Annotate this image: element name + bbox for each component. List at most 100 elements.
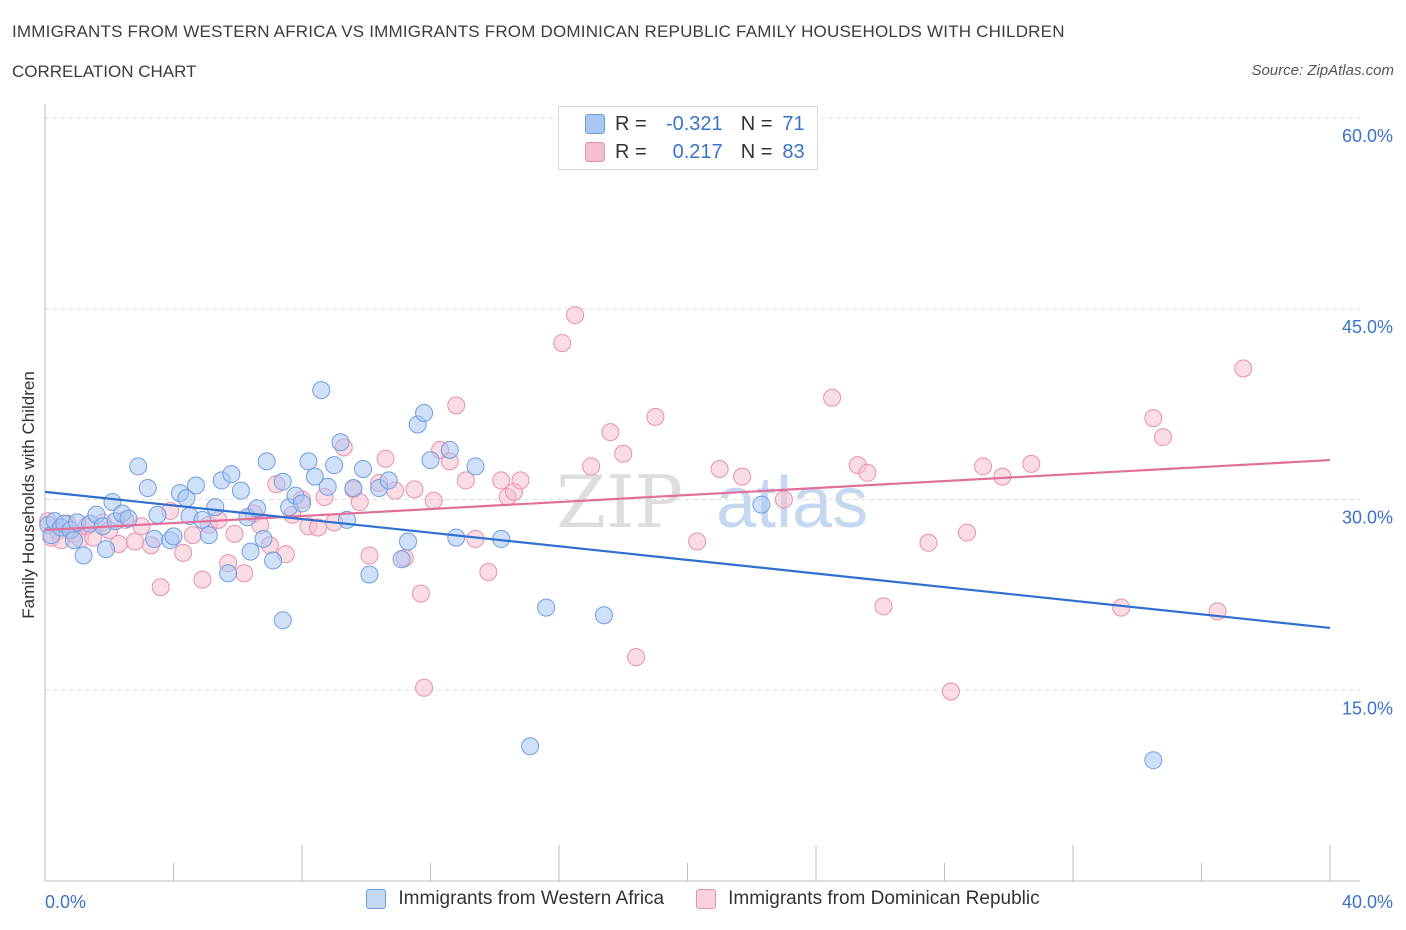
western-africa-point [752,495,771,514]
western-africa-point [199,526,218,545]
dominican-republic-point [376,449,395,468]
western-africa-point [399,532,418,551]
western-africa-point [129,457,148,476]
dominican-republic-point [174,543,193,562]
dominican-republic-point [774,490,793,509]
dominican-republic-point [1022,454,1041,473]
western-africa-point [119,509,138,528]
dominican-republic-point [919,533,938,552]
dominican-republic-trendline [44,458,1331,532]
dominican-republic-point [183,526,202,545]
western-africa-point [325,456,344,475]
dominican-republic-point [456,471,475,490]
legend-swatch-pink [696,889,717,909]
grid-layer [45,117,1360,691]
dominican-republic-point [193,570,212,589]
correlation-legend: R = -0.321 N = 71 R = 0.217 N = 83 [558,106,818,170]
dominican-republic-point [646,407,665,426]
legend-r-value: -0.321 [665,112,723,135]
dominican-republic-point [151,578,170,597]
western-africa-point [594,606,613,625]
western-africa-point [193,510,212,529]
western-africa-point [222,465,241,484]
western-africa-point [186,476,205,495]
western-africa-trendline [44,490,1331,630]
western-africa-point [219,564,238,583]
dominican-republic-point [447,396,466,415]
western-africa-point [273,611,292,630]
dominican-republic-point [511,471,530,490]
dominican-republic-point [957,523,976,542]
western-africa-point [521,737,540,756]
legend-swatch-blue [585,114,605,134]
dominican-republic-point [974,457,993,476]
western-africa-point [331,433,350,452]
western-africa-point [318,477,337,496]
western-africa-point [97,540,116,559]
western-africa-point [148,505,167,524]
legend-r-label: R = [615,140,647,163]
x-tick-label: 0.0% [45,892,86,912]
western-africa-point [379,471,398,490]
dominican-republic-point [415,678,434,697]
dominican-republic-point [823,388,842,407]
dominican-republic-point [582,457,601,476]
western-africa-point [138,479,157,498]
western-africa-point [241,542,260,561]
legend-r-label: R = [615,112,647,135]
western-africa-point [344,479,363,498]
legend-n-value: 83 [782,140,805,163]
legend-row-dominican-republic: R = 0.217 N = 83 [585,139,805,165]
y-tick-label: 15.0% [1342,698,1393,718]
legend-item-western-africa[interactable]: Immigrants from Western Africa [366,888,664,910]
western-africa-point [354,459,373,478]
dominican-republic-point [125,532,144,551]
y-tick-label: 45.0% [1342,317,1393,337]
western-africa-point [312,381,331,400]
western-africa-point [466,457,485,476]
dominican-republic-point [941,682,960,701]
western-africa-point [273,472,292,491]
dominican-republic-point [235,564,254,583]
western-africa-point [537,598,556,617]
dominican-republic-point [710,459,729,478]
y-tick-label: 60.0% [1342,126,1393,146]
source-credit: Source: ZipAtlas.com [1251,62,1394,79]
dominican-republic-point [601,423,620,442]
dominican-republic-point [566,306,585,325]
western-africa-points [39,381,1163,770]
western-africa-point [74,546,93,565]
legend-n-value: 71 [782,112,805,135]
x-tick-label: 40.0% [1342,892,1393,912]
legend-row-western-africa: R = -0.321 N = 71 [585,111,805,137]
western-africa-point [305,467,324,486]
legend-label-western-africa: Immigrants from Western Africa [398,888,665,909]
dominican-republic-point [627,648,646,667]
western-africa-point [440,440,459,459]
dominican-republic-point [1144,409,1163,428]
chart-title: IMMIGRANTS FROM WESTERN AFRICA VS IMMIGR… [12,22,1065,41]
western-africa-point [254,529,273,548]
western-africa-point [231,481,250,500]
legend-item-dominican-republic[interactable]: Immigrants from Dominican Republic [696,888,1040,910]
western-africa-point [206,498,225,517]
western-africa-point [392,550,411,569]
western-africa-point [293,494,311,513]
western-africa-point [1144,751,1163,770]
western-africa-point [64,531,83,550]
dominican-republic-point [492,471,511,490]
dominican-republic-point [1112,598,1131,617]
series-legend: Immigrants from Western Africa Immigrant… [0,888,1406,910]
dominican-republic-point [1153,428,1172,447]
dominican-republic-point [309,518,328,537]
dominican-republic-point [225,524,244,543]
dominican-republic-point [411,584,430,603]
trend-lines [44,458,1331,630]
dominican-republic-point [479,562,498,581]
y-tick-label: 30.0% [1342,508,1393,528]
legend-swatch-pink [585,142,605,162]
dominican-republic-point [424,491,443,510]
dominican-republic-point [688,532,707,551]
western-africa-point [248,499,267,518]
dominican-republic-point [553,334,572,353]
